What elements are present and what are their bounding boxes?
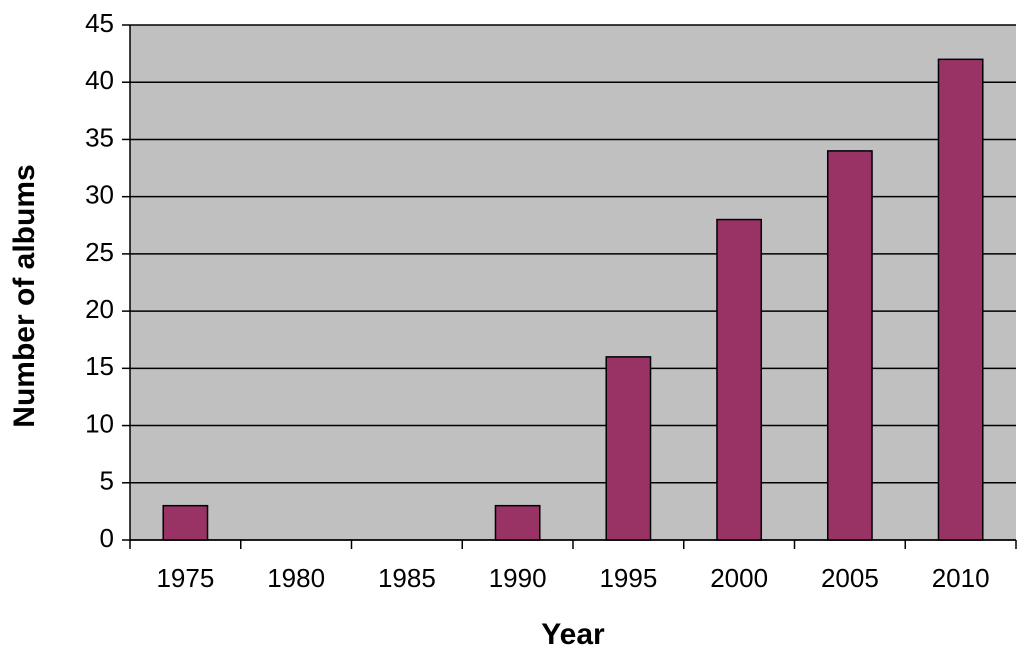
x-tick-label: 1985 <box>378 563 436 593</box>
y-tick-label: 45 <box>85 8 114 38</box>
x-tick-label: 2010 <box>932 563 990 593</box>
x-tick-label: 2000 <box>710 563 768 593</box>
y-axis-label: Number of albums <box>8 164 41 427</box>
bar <box>162 504 209 541</box>
bar <box>826 150 873 541</box>
x-tick-label: 1990 <box>489 563 547 593</box>
x-tick-label: 1980 <box>267 563 325 593</box>
y-tick-label: 35 <box>85 122 114 152</box>
y-tick-label: 0 <box>100 523 114 553</box>
y-tick-label: 25 <box>85 237 114 267</box>
y-tick-label: 15 <box>85 351 114 381</box>
x-tick-label: 1995 <box>599 563 657 593</box>
x-axis-label: Year <box>541 618 605 651</box>
x-tick-label: 2005 <box>821 563 879 593</box>
plot-area <box>130 25 1016 540</box>
y-tick-label: 20 <box>85 294 114 324</box>
bar <box>494 504 541 541</box>
y-tick-label: 30 <box>85 180 114 210</box>
y-tick-label: 10 <box>85 408 114 438</box>
y-tick-label: 5 <box>100 466 114 496</box>
y-tick-label: 40 <box>85 65 114 95</box>
bar <box>716 218 763 541</box>
x-tick-label: 1975 <box>156 563 214 593</box>
bar <box>937 58 984 541</box>
bar <box>605 356 652 541</box>
